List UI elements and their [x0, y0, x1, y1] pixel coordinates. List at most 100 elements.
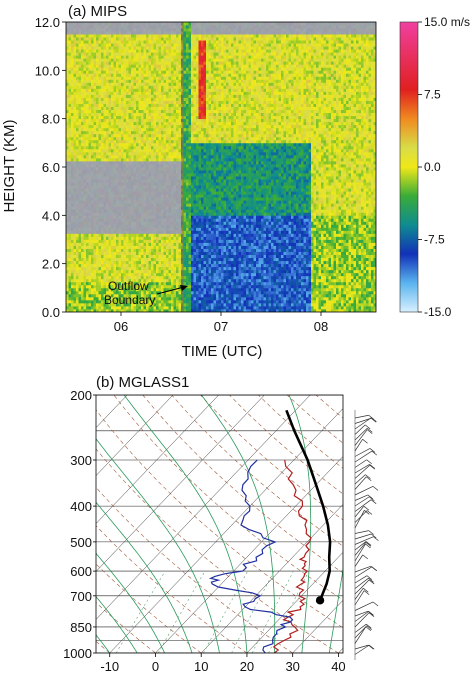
heatmap-cell	[103, 118, 107, 123]
heatmap-cell	[83, 145, 87, 150]
heatmap-cell	[73, 151, 77, 156]
heatmap-cell	[141, 284, 144, 289]
heatmap-cell	[126, 49, 129, 53]
heatmap-cell	[76, 233, 79, 237]
heatmap-cell	[136, 266, 139, 271]
heatmap-cell	[81, 124, 84, 129]
heatmap-cell	[176, 58, 179, 62]
heatmap-cell	[193, 251, 197, 255]
heatmap-cell	[98, 251, 102, 255]
heatmap-cell	[118, 272, 122, 277]
heatmap-cell	[76, 194, 79, 198]
heatmap-cell	[188, 194, 192, 198]
heatmap-cell	[66, 302, 69, 307]
heatmap-cell	[161, 272, 164, 277]
heatmap-cell	[111, 278, 114, 283]
heatmap-cell	[131, 103, 134, 107]
heatmap-cell	[73, 260, 77, 265]
heatmap-cell	[83, 251, 87, 255]
heatmap-cell	[136, 37, 139, 41]
heatmap-cell	[166, 94, 169, 98]
heatmap-cell	[136, 284, 139, 289]
heatmap-cell	[183, 257, 187, 262]
heatmap-cell	[106, 160, 109, 165]
heatmap-cell	[186, 197, 189, 201]
heatmap-cell	[121, 118, 124, 123]
heatmap-cell	[73, 40, 77, 44]
heatmap-cell	[81, 109, 84, 114]
heatmap-cell	[106, 121, 109, 126]
heatmap-cell	[146, 46, 149, 50]
heatmap-cell	[156, 28, 159, 32]
heatmap-cell	[111, 34, 114, 38]
heatmap-cell	[176, 52, 179, 56]
heatmap-cell	[88, 212, 92, 216]
heatmap-cell	[178, 236, 182, 240]
heatmap-cell	[116, 79, 119, 83]
heatmap-cell	[161, 233, 164, 237]
heatmap-cell	[98, 130, 102, 135]
heatmap-cell	[151, 275, 154, 280]
heatmap-cell	[111, 302, 114, 307]
heatmap-cell	[138, 145, 142, 150]
heatmap-cell	[108, 299, 112, 304]
heatmap-cell	[81, 61, 84, 65]
heatmap-cell	[83, 70, 87, 74]
heatmap-cell	[93, 173, 97, 177]
heatmap-cell	[113, 43, 117, 47]
heatmap-cell	[131, 269, 134, 274]
heatmap-cell	[101, 179, 104, 183]
heatmap-cell	[71, 248, 74, 252]
heatmap-cell	[88, 157, 92, 162]
heatmap-cell	[106, 127, 109, 132]
heatmap-cell	[136, 260, 139, 265]
heatmap-cell	[168, 212, 172, 216]
heatmap-cell	[136, 296, 139, 301]
heatmap-cell	[116, 31, 119, 35]
heatmap-cell	[136, 49, 139, 53]
heatmap-cell	[118, 154, 122, 159]
heatmap-cell	[163, 269, 167, 274]
heatmap-cell	[161, 245, 164, 249]
heatmap-cell	[138, 203, 142, 207]
heatmap-cell	[158, 173, 162, 177]
heatmap-cell	[186, 206, 189, 210]
heatmap-cell	[161, 136, 164, 141]
heatmap-cell	[188, 173, 192, 177]
heatmap-cell	[106, 124, 109, 129]
heatmap-cell	[183, 46, 187, 50]
heatmap-cell	[176, 185, 179, 189]
heatmap-cell	[108, 290, 112, 295]
heatmap-cell	[98, 248, 102, 252]
heatmap-cell	[133, 34, 137, 38]
heatmap-cell	[163, 209, 167, 213]
heatmap-cell	[158, 22, 162, 26]
heatmap-cell	[138, 302, 142, 307]
heatmap-cell	[98, 55, 102, 59]
heatmap-cell	[78, 148, 82, 153]
heatmap-cell	[166, 209, 169, 213]
heatmap-cell	[111, 305, 114, 310]
heatmap-cell	[103, 191, 107, 195]
heatmap-cell	[153, 236, 157, 240]
heatmap-cell	[66, 299, 69, 304]
heatmap-cell	[78, 278, 82, 283]
heatmap-cell	[161, 284, 164, 289]
heatmap-cell	[168, 215, 172, 219]
heatmap-cell	[151, 73, 154, 77]
heatmap-cell	[98, 34, 102, 38]
heatmap-cell	[88, 127, 92, 132]
heatmap-cell	[106, 88, 109, 92]
heatmap-cell	[111, 248, 114, 252]
heatmap-cell	[171, 272, 174, 277]
heatmap-cell	[66, 115, 69, 120]
heatmap-cell	[93, 118, 97, 123]
heatmap-cell	[131, 215, 134, 219]
heatmap-cell	[108, 79, 112, 83]
heatmap-cell	[86, 55, 89, 59]
heatmap-cell	[86, 197, 89, 201]
heatmap-cell	[163, 139, 167, 144]
heatmap-cell	[158, 272, 162, 277]
heatmap-cell	[116, 269, 119, 274]
heatmap-cell	[136, 176, 139, 180]
